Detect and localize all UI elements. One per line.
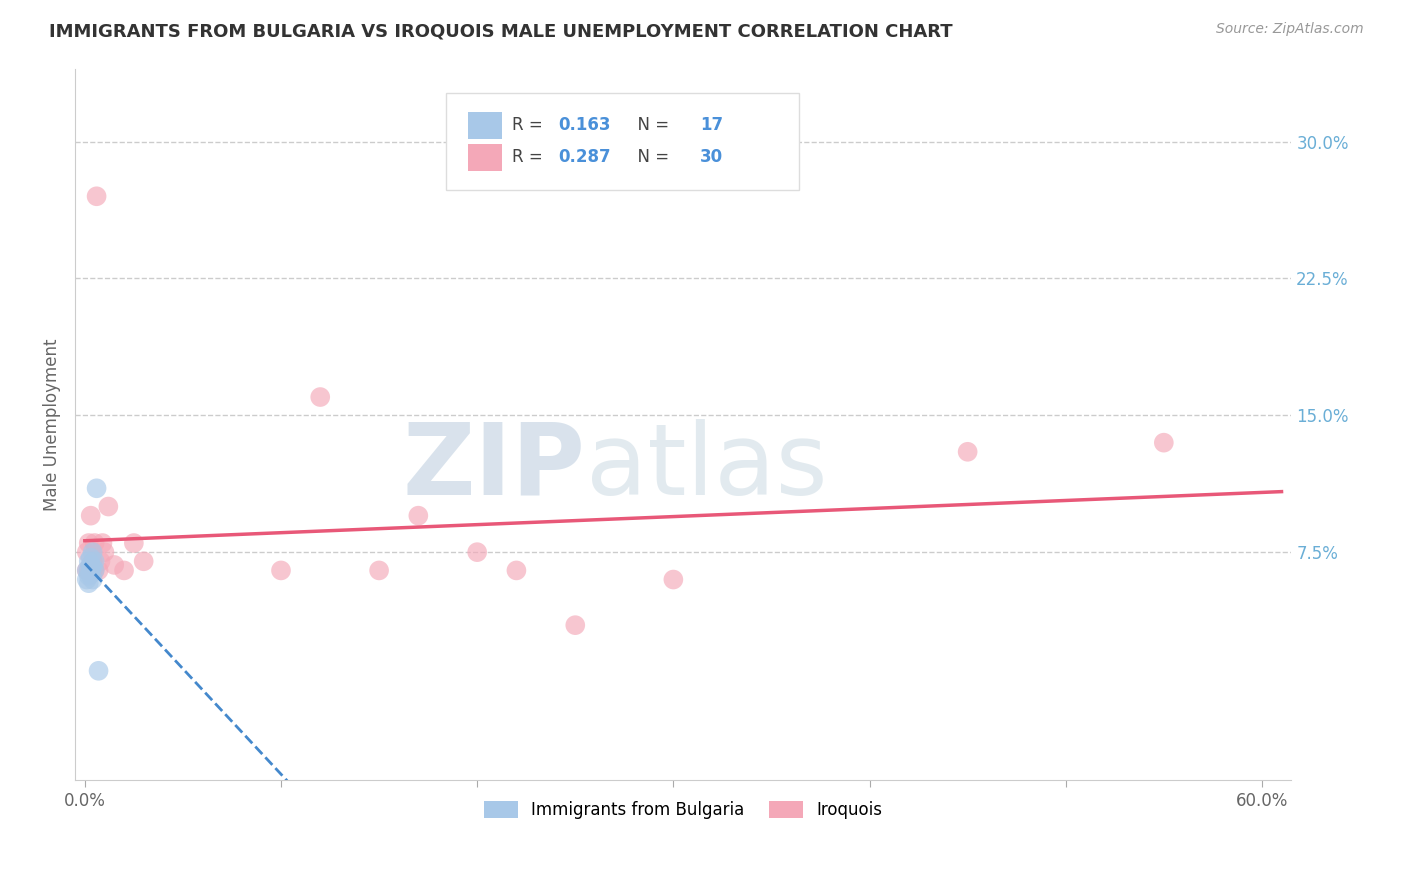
Point — [77, 536, 100, 550]
Point — [564, 618, 586, 632]
Point — [77, 569, 100, 583]
Point — [89, 554, 111, 568]
Point — [112, 563, 135, 577]
Point — [80, 508, 103, 523]
Point — [82, 545, 104, 559]
Point — [83, 563, 105, 577]
Text: atlas: atlas — [586, 418, 828, 516]
Point — [82, 573, 104, 587]
Text: 17: 17 — [700, 117, 723, 135]
Point — [83, 536, 105, 550]
Text: ZIP: ZIP — [404, 418, 586, 516]
Point — [82, 559, 104, 574]
Point — [87, 664, 110, 678]
Text: 0.287: 0.287 — [558, 148, 610, 167]
FancyBboxPatch shape — [468, 144, 502, 171]
Point — [77, 563, 100, 577]
FancyBboxPatch shape — [446, 94, 799, 189]
Text: IMMIGRANTS FROM BULGARIA VS IROQUOIS MALE UNEMPLOYMENT CORRELATION CHART: IMMIGRANTS FROM BULGARIA VS IROQUOIS MAL… — [49, 22, 953, 40]
Point — [80, 558, 103, 572]
Text: R =: R = — [512, 117, 548, 135]
Y-axis label: Male Unemployment: Male Unemployment — [44, 338, 60, 510]
Text: N =: N = — [627, 148, 675, 167]
Point — [368, 563, 391, 577]
Point — [956, 444, 979, 458]
Point — [77, 563, 100, 577]
Point — [1153, 435, 1175, 450]
Point — [465, 545, 488, 559]
Point — [87, 563, 110, 577]
Point — [76, 573, 98, 587]
Text: N =: N = — [627, 117, 675, 135]
Point — [76, 563, 98, 577]
Point — [76, 545, 98, 559]
Text: R =: R = — [512, 148, 548, 167]
Point — [309, 390, 332, 404]
Text: Source: ZipAtlas.com: Source: ZipAtlas.com — [1216, 22, 1364, 37]
Point — [86, 481, 108, 495]
FancyBboxPatch shape — [468, 112, 502, 139]
Point — [80, 550, 103, 565]
Point — [77, 554, 100, 568]
Point — [93, 545, 115, 559]
Point — [505, 563, 527, 577]
Point — [76, 563, 98, 577]
Point — [97, 500, 120, 514]
Point — [80, 567, 103, 582]
Point — [80, 558, 103, 572]
Point — [662, 573, 685, 587]
Point — [408, 508, 430, 523]
Point — [91, 536, 114, 550]
Point — [103, 558, 125, 572]
Point — [83, 554, 105, 568]
Text: 30: 30 — [700, 148, 723, 167]
Point — [83, 563, 105, 577]
Text: 0.163: 0.163 — [558, 117, 610, 135]
Legend: Immigrants from Bulgaria, Iroquois: Immigrants from Bulgaria, Iroquois — [478, 794, 889, 825]
Point — [86, 189, 108, 203]
Point — [80, 563, 103, 577]
Point — [270, 563, 292, 577]
Point — [82, 563, 104, 577]
Point — [132, 554, 155, 568]
Point — [82, 554, 104, 568]
Point — [77, 576, 100, 591]
Point — [122, 536, 145, 550]
